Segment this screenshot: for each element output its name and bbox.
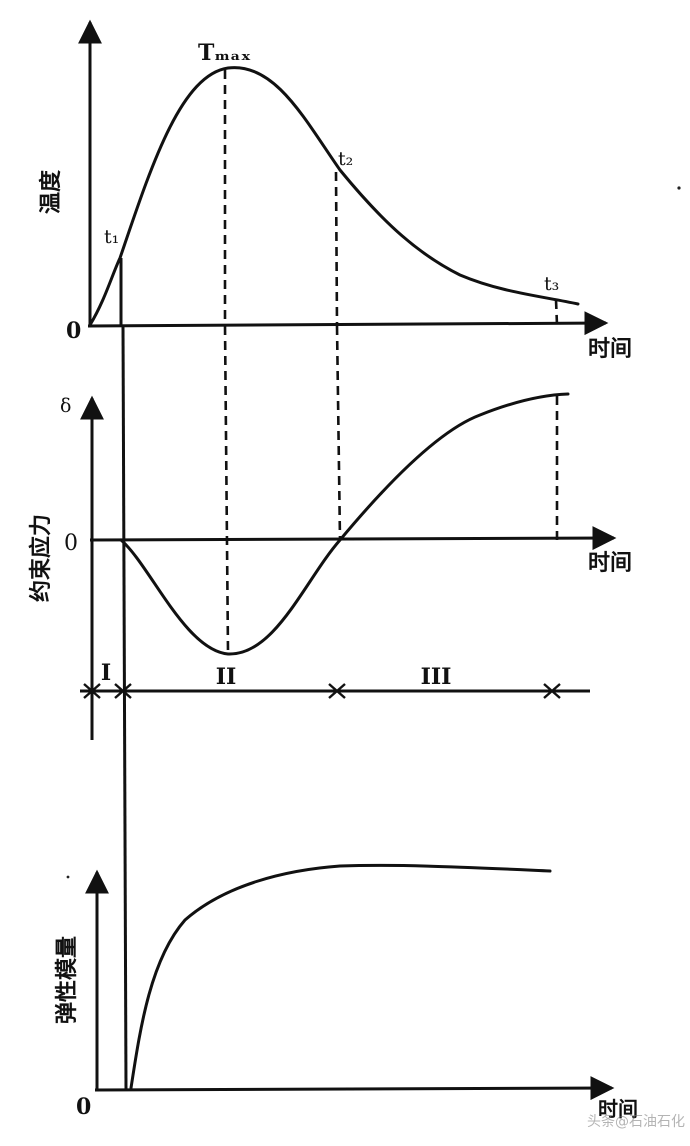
t2-guide-line xyxy=(334,171,339,326)
t2-label: t₂ xyxy=(338,148,353,170)
modulus-x-axis xyxy=(94,1076,615,1101)
stage-two-label: II xyxy=(216,664,237,690)
stress-delta-label: δ xyxy=(60,395,71,417)
stage-tick-t2-b xyxy=(328,683,346,699)
stage-tick-t3-b xyxy=(543,683,561,699)
modulus-panel: 弹性模量 0 时间 xyxy=(55,863,638,1121)
stress-panel: 约束应力 时间 δ 0 xyxy=(28,325,632,1091)
temperature-axis-label: 温度 xyxy=(38,169,64,214)
modulus-curve xyxy=(129,863,552,1090)
stage-tick-start-b xyxy=(83,683,101,699)
t3-label: t₃ xyxy=(544,273,559,295)
stress-x-axis xyxy=(89,526,617,551)
stress-axis-label: 约束应力 xyxy=(28,514,54,602)
stage-one-label: I xyxy=(101,660,111,686)
scan-speck-b xyxy=(66,875,70,879)
stress-curve xyxy=(119,392,570,656)
modulus-origin-label: 0 xyxy=(76,1094,91,1120)
stage-bar: I II III xyxy=(80,660,590,699)
temperature-origin-label: 0 xyxy=(66,318,81,344)
modulus-axis-label: 弹性模量 xyxy=(55,936,80,1024)
watermark: 头条@石油石化 xyxy=(587,1113,685,1130)
scan-speck xyxy=(677,186,681,190)
t3-guide-line xyxy=(554,299,559,326)
temperature-panel: 温度 时间 0 t₁ Tₘₐₓ t₂ t₃ xyxy=(38,19,632,362)
t1-long-guide-line xyxy=(121,325,128,1091)
temperature-x-axis xyxy=(87,311,609,336)
watermark-text: 头条@石油石化 xyxy=(587,1113,685,1130)
stress-t2-guide-line xyxy=(335,325,342,541)
stage-three-label: III xyxy=(421,664,452,690)
temperature-x-axis-label: 时间 xyxy=(588,337,632,362)
stress-x-axis-label: 时间 xyxy=(588,551,632,576)
stress-min-guide-line xyxy=(223,325,230,653)
t1-label: t₁ xyxy=(104,226,119,248)
tmax-label: Tₘₐₓ xyxy=(198,40,251,66)
stage-tick-t1-b xyxy=(114,683,132,699)
temperature-curve xyxy=(88,66,580,327)
stress-zero-label: 0 xyxy=(64,531,78,556)
modulus-x-axis-label: 时间 xyxy=(598,1097,638,1121)
